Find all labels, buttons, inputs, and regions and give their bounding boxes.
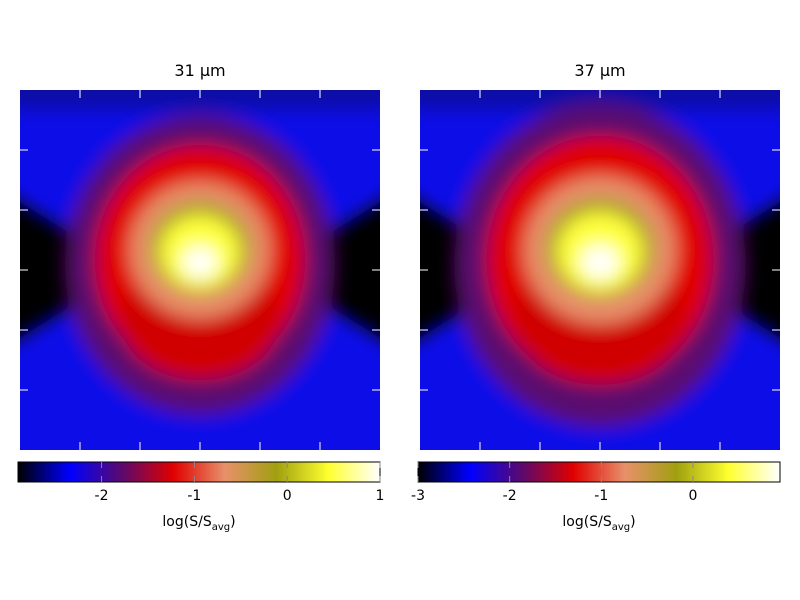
- heatmap: [20, 90, 380, 450]
- colorbar-tick-label: -2: [95, 488, 109, 504]
- top-band: [20, 90, 380, 110]
- label-end: ): [630, 514, 635, 530]
- colorbar-label: log(S/Savg): [162, 514, 235, 533]
- colorbar: [17, 461, 381, 483]
- colorbar-label: log(S/Savg): [562, 514, 635, 533]
- panel-title: 37 μm: [574, 61, 625, 80]
- layer-white: [580, 244, 620, 280]
- colorbar-tick-label: -2: [503, 488, 517, 504]
- label-end: ): [230, 514, 235, 530]
- label-sub: avg: [212, 522, 230, 533]
- label-main: log(S/S: [562, 514, 611, 530]
- heatmap: [420, 90, 780, 450]
- heatmap-layers: [20, 90, 380, 450]
- label-main: log(S/S: [162, 514, 211, 530]
- label-sub: avg: [612, 522, 630, 533]
- colorbar-tick-label: 0: [283, 488, 292, 504]
- top-band: [420, 90, 780, 110]
- layer-white: [182, 246, 218, 278]
- colorbar-tick-label: 1: [376, 488, 385, 504]
- colorbar-tick-label: -1: [187, 488, 201, 504]
- colorbar-tick-label: -1: [594, 488, 608, 504]
- colorbar: [417, 461, 781, 483]
- colorbar-tick-label: -3: [411, 488, 425, 504]
- colorbar-tick-label: 0: [688, 488, 697, 504]
- panel-title: 31 μm: [174, 61, 225, 80]
- heatmap-layers: [420, 90, 780, 450]
